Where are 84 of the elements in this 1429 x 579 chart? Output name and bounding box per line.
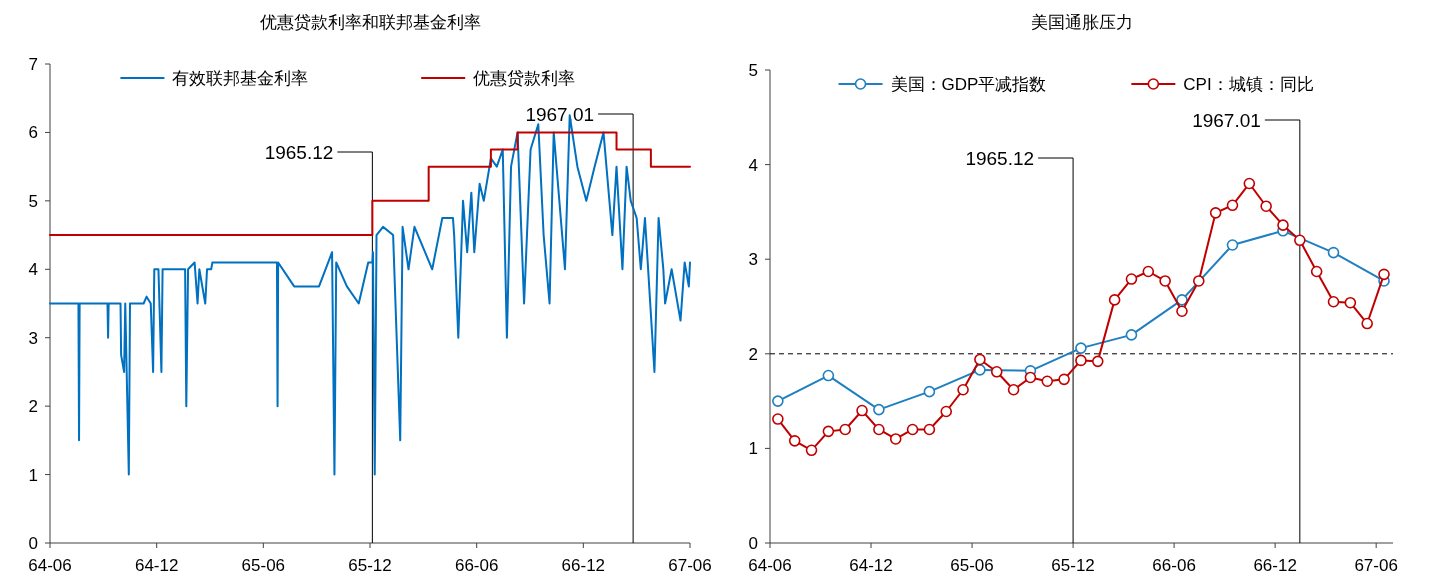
point: [1327, 246, 1340, 259]
x-tick-label: 65-06: [950, 556, 994, 575]
point: [839, 423, 852, 436]
point: [1327, 295, 1340, 308]
point: [1108, 294, 1121, 306]
point: [822, 425, 835, 438]
point: [990, 365, 1003, 378]
point: [1310, 265, 1323, 278]
ref-line-label: 1967.01: [525, 104, 595, 125]
legend-label: 优惠贷款利率: [473, 69, 576, 88]
x-tick-label: 66-06: [1152, 556, 1196, 575]
point: [1344, 296, 1357, 309]
point: [940, 405, 953, 418]
point: [1125, 273, 1138, 285]
point: [1176, 305, 1188, 318]
point: [822, 369, 835, 382]
point: [1058, 373, 1070, 386]
point: [1125, 329, 1138, 341]
y-tick-label: 2: [28, 397, 38, 417]
point: [772, 413, 784, 425]
chart-title: 优惠贷款利率和联邦基金利率: [259, 13, 481, 32]
x-tick-label: 64-12: [849, 556, 893, 575]
point: [1091, 355, 1104, 368]
point: [772, 395, 784, 407]
y-tick-label: 4: [28, 260, 38, 280]
point: [974, 353, 986, 366]
ref-line-label: 1965.12: [965, 148, 1035, 169]
point: [957, 383, 969, 396]
point: [805, 444, 818, 457]
y-tick-label: 7: [28, 55, 38, 74]
x-tick-label: 66-12: [1253, 556, 1297, 575]
legend-label: CPI：城镇：同比: [1183, 75, 1314, 94]
point: [1277, 219, 1289, 231]
point: [1007, 383, 1020, 396]
point: [1294, 234, 1306, 247]
x-tick-label: 66-06: [454, 556, 499, 575]
point: [1226, 199, 1239, 212]
y-tick-label: 4: [748, 155, 758, 175]
point: [889, 433, 902, 445]
point: [1209, 207, 1222, 219]
y-tick-label: 6: [28, 123, 38, 143]
y-tick-label: 3: [748, 250, 758, 270]
point: [1361, 317, 1373, 330]
legend-label: 美国：GDP平减指数: [890, 75, 1047, 94]
y-tick-label: 5: [748, 61, 758, 80]
point: [1260, 200, 1272, 213]
y-tick-label: 5: [28, 191, 38, 211]
y-tick-label: 2: [748, 344, 758, 364]
point: [1226, 239, 1239, 251]
point: [1243, 177, 1256, 190]
point: [923, 423, 936, 436]
point: [873, 423, 885, 436]
y-tick-label: 3: [28, 328, 38, 348]
legend-label: 有效联邦基金利率: [172, 69, 309, 88]
y-tick-label: 1: [28, 465, 38, 485]
x-tick-label: 65-12: [1051, 556, 1095, 575]
x-tick-label: 67-06: [668, 556, 712, 575]
point: [856, 404, 868, 417]
chart-title: 美国通胀压力: [1030, 13, 1133, 32]
point: [1075, 342, 1087, 354]
point: [1024, 371, 1037, 384]
point: [1378, 268, 1390, 281]
point: [923, 385, 936, 398]
point: [788, 435, 801, 447]
point: [1041, 375, 1054, 388]
point: [873, 403, 885, 416]
ref-line-label: 1965.12: [264, 142, 334, 163]
x-tick-label: 64-06: [748, 556, 792, 575]
x-tick-label: 66-12: [561, 556, 606, 575]
point: [1159, 275, 1171, 287]
point: [1075, 354, 1087, 367]
point: [1176, 294, 1188, 306]
y-tick-label: 0: [28, 534, 38, 553]
ref-line-label: 1967.01: [1192, 110, 1261, 131]
x-tick-label: 65-12: [348, 556, 392, 575]
point: [1142, 265, 1155, 278]
y-tick-label: 1: [748, 439, 758, 459]
x-tick-label: 67-06: [1354, 556, 1398, 575]
x-tick-label: 65-06: [241, 556, 286, 575]
x-tick-label: 64-06: [28, 556, 72, 575]
point: [1193, 275, 1205, 287]
x-tick-label: 64-12: [134, 556, 179, 575]
y-tick-label: 0: [748, 534, 758, 553]
point: [906, 423, 919, 436]
